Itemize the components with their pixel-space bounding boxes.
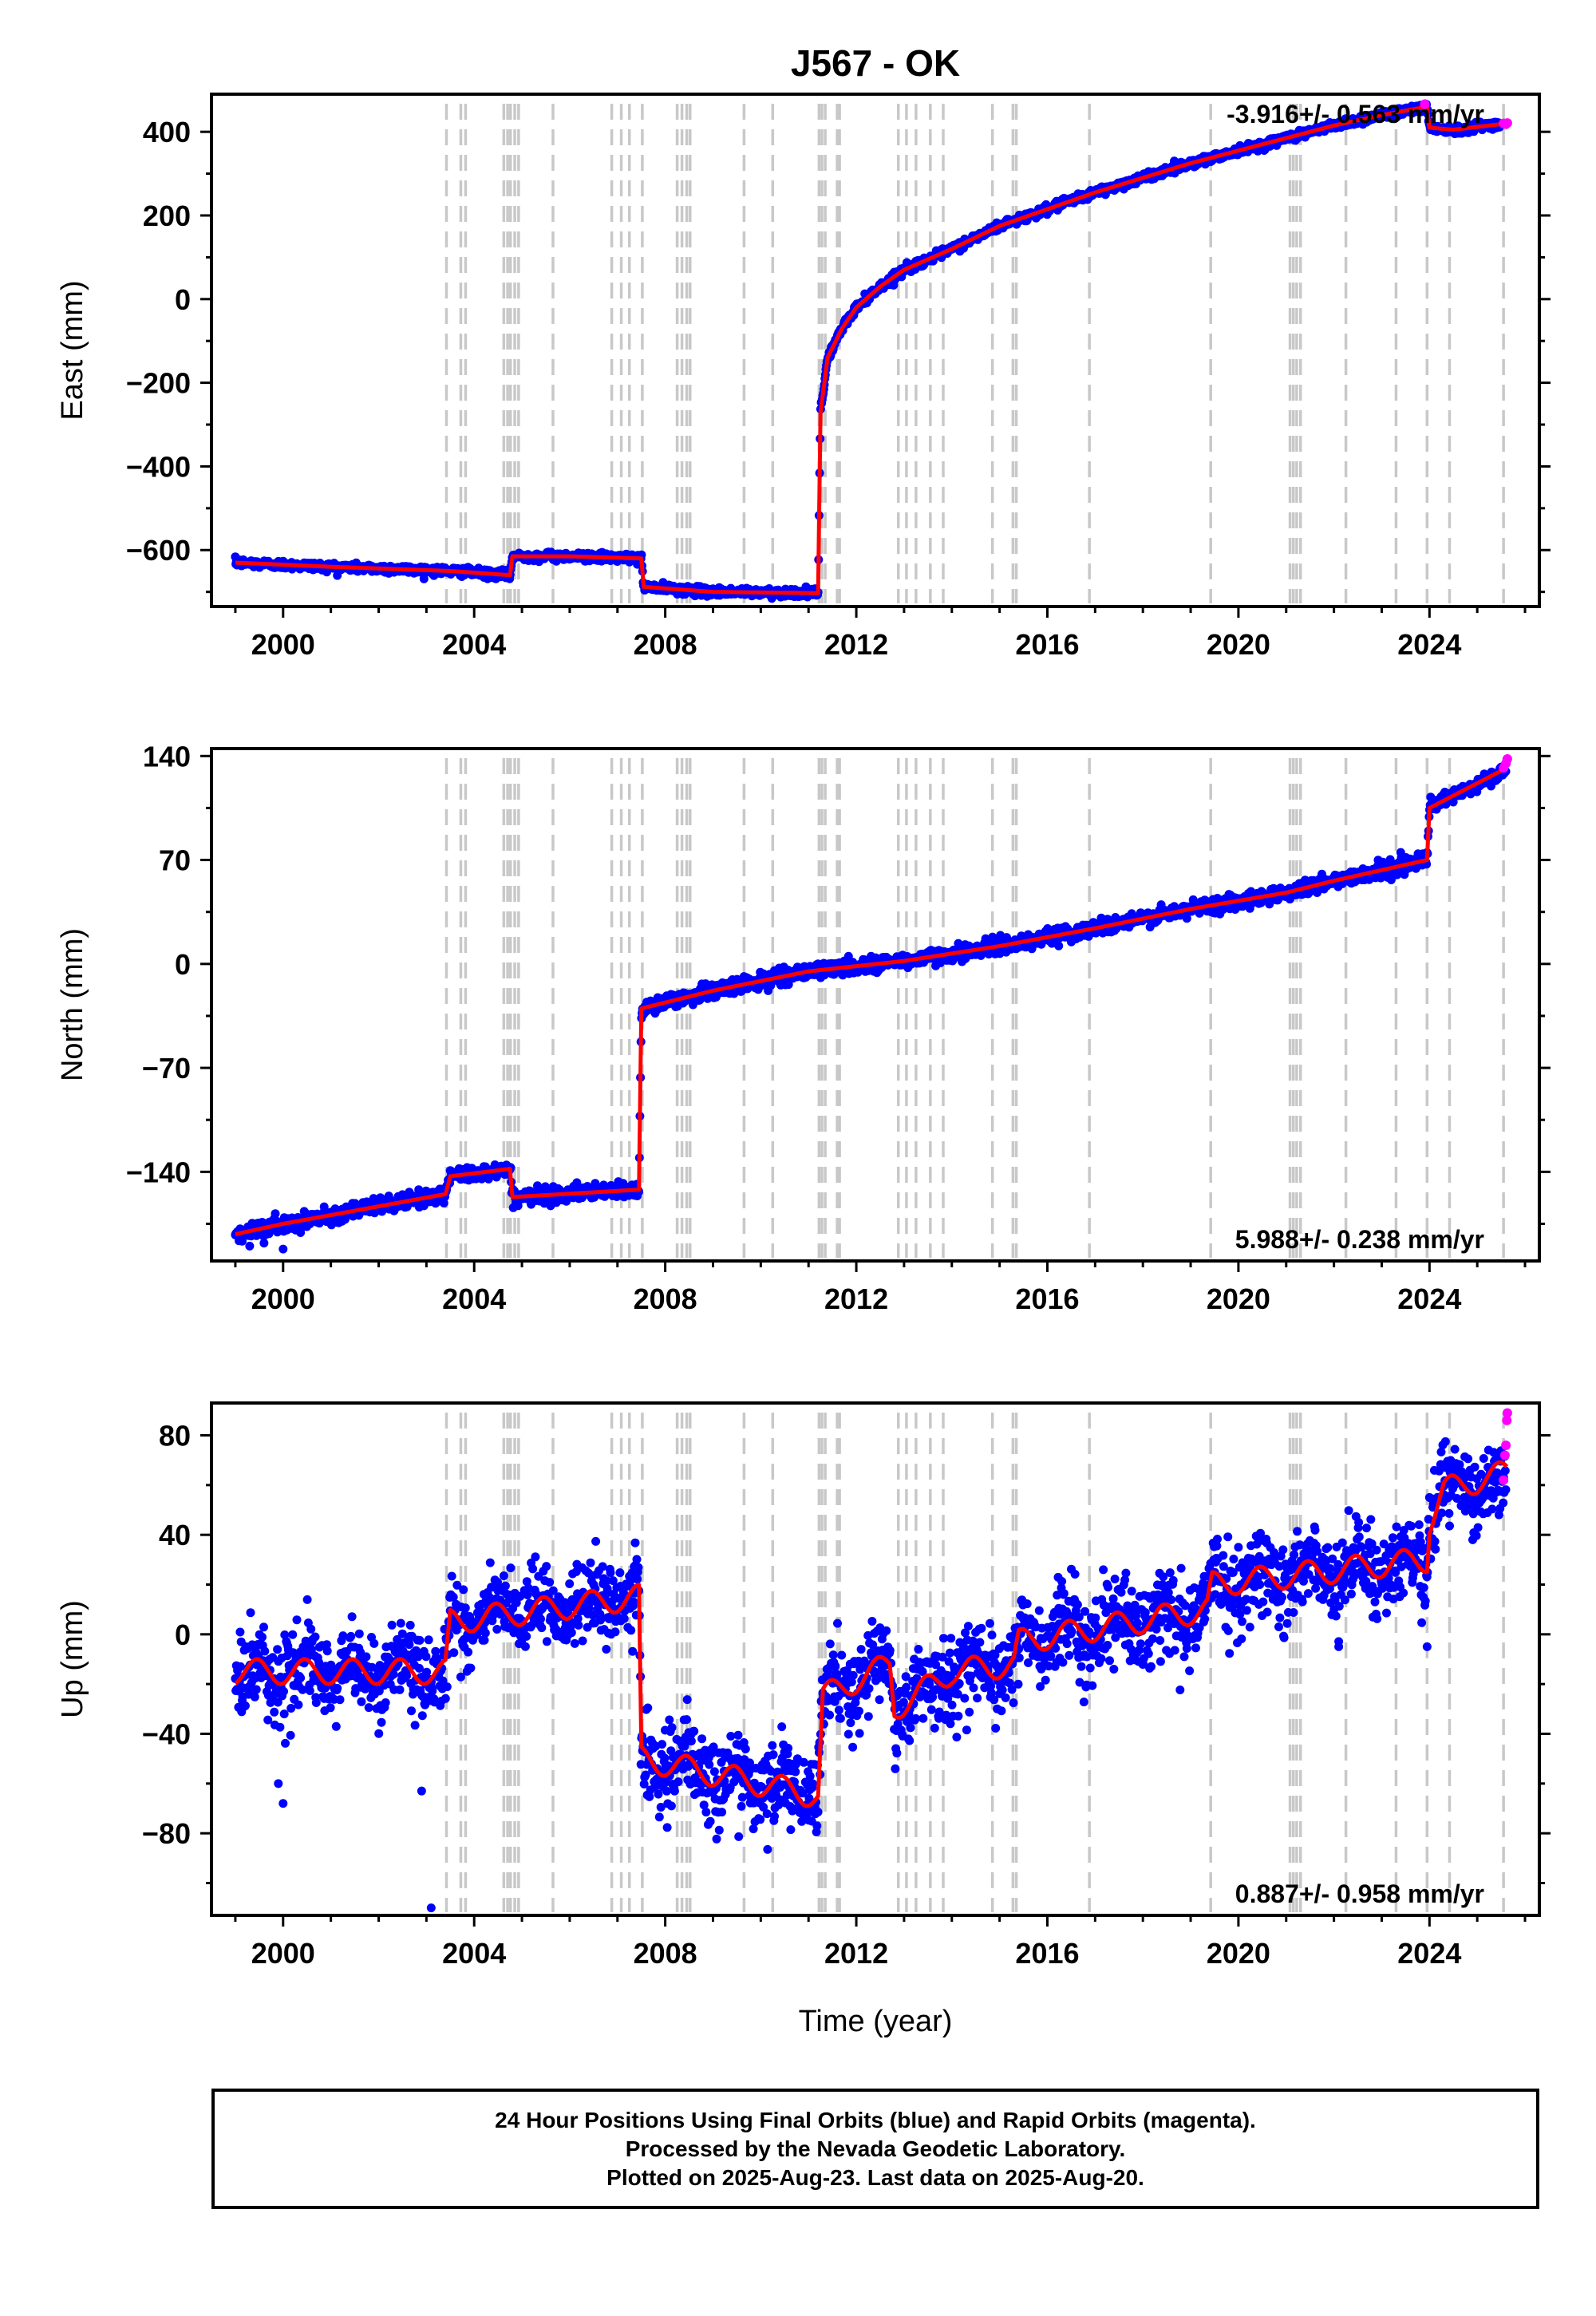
- final-orbit-points: [231, 762, 1511, 1254]
- y-tick-label: −200: [126, 367, 191, 400]
- y-tick-label: 0: [175, 283, 191, 316]
- x-tick-label: 2020: [1207, 628, 1270, 661]
- x-axis-ticks: 2000 2004 2008 2012 2016 2020 2024: [234, 607, 1527, 661]
- velocity-annotation: -3.916+/- 0.563 mm/yr: [1227, 100, 1484, 128]
- east-panel: 2000 2004 2008 2012 2016 2020 2024−600−400−200…: [56, 93, 1551, 661]
- x-tick-label: 2012: [824, 628, 888, 661]
- plot-frame: [210, 93, 1541, 608]
- north-panel: 2000 2004 2008 2012 2016 2020 2024−140−7007014…: [56, 740, 1551, 1315]
- final-orbit-point: [271, 1209, 280, 1219]
- model-line: [234, 105, 1509, 595]
- y-tick-label: 200: [143, 200, 191, 232]
- y-tick-label: 400: [143, 116, 191, 148]
- x-tick-label: 2000: [251, 628, 315, 661]
- y-tick-label: −400: [126, 450, 191, 483]
- x-tick-label: 2016: [1015, 628, 1079, 661]
- equipment-change-lines: [444, 104, 1505, 603]
- y-tick-label: −600: [126, 534, 191, 567]
- y-axis-label: East (mm): [56, 280, 89, 420]
- x-tick-label: 2024: [1397, 628, 1461, 661]
- x-tick-label: 2008: [634, 628, 697, 661]
- final-orbit-points: [231, 99, 1506, 603]
- final-orbit-point: [1054, 941, 1064, 951]
- final-orbit-point: [245, 1241, 255, 1251]
- x-tick-label: 2004: [442, 628, 506, 661]
- chart-title: J567 - OK: [791, 42, 960, 84]
- rapid-orbit-point: [1502, 118, 1512, 128]
